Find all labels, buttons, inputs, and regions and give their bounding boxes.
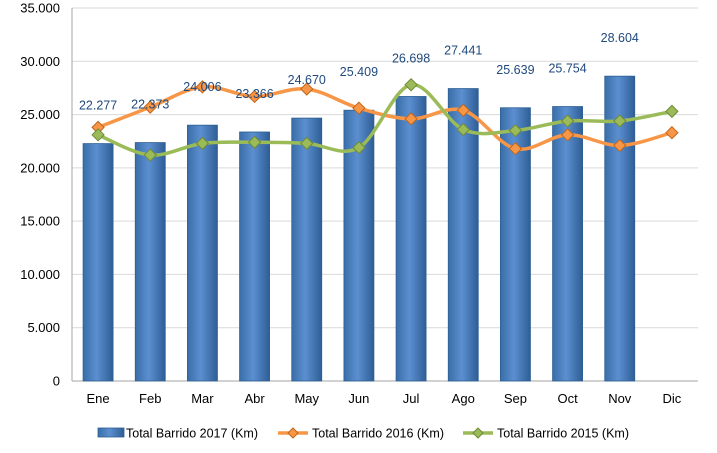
data-label: 22.277 [79, 99, 117, 113]
y-tick-label: 15.000 [20, 214, 60, 229]
series-marker [665, 104, 679, 119]
series-marker [560, 128, 575, 142]
series-marker [456, 122, 470, 137]
data-label: 22.373 [131, 98, 169, 112]
bar [134, 142, 166, 382]
x-tick-label: Jul [403, 391, 420, 406]
x-tick-label: Ene [87, 391, 110, 406]
data-label: 27.441 [444, 44, 482, 58]
data-label: 28.604 [601, 31, 639, 45]
legend-label: Total Barrido 2016 (Km) [312, 427, 444, 441]
series-marker [508, 123, 523, 138]
x-tick-label: Sep [504, 391, 527, 406]
data-label: 25.639 [496, 63, 534, 77]
series-marker [665, 125, 679, 140]
x-tick-label: May [294, 391, 319, 406]
y-axis: 0 5.000 10.000 15.000 20.000 25.000 30.000 35.0… [20, 1, 60, 389]
gridlines [71, 7, 698, 382]
data-label: 24.670 [288, 73, 326, 87]
series-marker [247, 135, 262, 149]
series-marker [404, 112, 418, 126]
data-label: 24.006 [183, 80, 221, 94]
series-marker [352, 101, 366, 115]
bar-series [82, 75, 636, 382]
y-tick-label: 25.000 [20, 107, 60, 122]
bar [447, 88, 479, 382]
x-tick-label: Feb [139, 391, 161, 406]
series-marker [300, 136, 314, 151]
legend-label: Total Barrido 2015 (Km) [497, 427, 629, 441]
series-marker [91, 128, 105, 142]
series-marker [247, 89, 262, 104]
series-line [97, 82, 673, 157]
series-marker [613, 114, 627, 128]
y-tick-label: 30.000 [20, 54, 60, 69]
legend: Total Barrido 2017 (Km) Total Barrido 201… [97, 427, 629, 441]
series-marker [508, 141, 523, 156]
legend-swatch [97, 427, 125, 438]
data-labels: 22.277 22.373 24.006 23.366 24.670 25.409 26.6… [79, 31, 639, 112]
x-tick-label: Ago [452, 391, 475, 406]
bar [187, 124, 218, 382]
data-label: 25.754 [548, 62, 586, 76]
legend-swatch-marker [472, 427, 484, 439]
series-marker [404, 78, 418, 92]
x-tick-label: Jun [348, 391, 369, 406]
bar [552, 106, 583, 382]
legend-label: Total Barrido 2017 (Km) [126, 427, 258, 441]
series-marker [143, 100, 157, 114]
y-tick-label: 5.000 [27, 320, 60, 335]
y-tick-label: 0 [53, 374, 60, 389]
y-tick-label: 35.000 [20, 1, 60, 16]
bar [82, 143, 114, 382]
x-tick-label: Mar [191, 391, 214, 406]
series-marker [560, 114, 575, 128]
bar [239, 131, 270, 382]
series-marker [143, 148, 157, 162]
x-tick-label: Dic [663, 391, 682, 406]
series-marker [456, 103, 470, 118]
x-axis: Ene Feb Mar Abr May Jun Jul Ago Sep Oct Nov Dic [87, 391, 682, 406]
data-label: 25.409 [340, 65, 378, 79]
series-marker [613, 138, 627, 153]
data-label: 26.698 [392, 51, 430, 65]
series-line [97, 85, 673, 152]
bar [343, 109, 375, 382]
x-tick-label: Oct [557, 391, 578, 406]
data-label: 23.366 [235, 87, 273, 101]
series-marker [352, 140, 366, 155]
y-tick-label: 20.000 [20, 160, 60, 175]
y-tick-label: 10.000 [20, 267, 60, 282]
x-tick-label: Abr [244, 391, 265, 406]
bar [395, 96, 427, 382]
series-marker [300, 82, 314, 96]
series-marker [195, 136, 210, 151]
line-series [91, 78, 679, 162]
bar [291, 117, 323, 382]
x-tick-label: Nov [608, 391, 632, 406]
series-marker [195, 80, 210, 94]
legend-swatch-marker [287, 427, 299, 439]
